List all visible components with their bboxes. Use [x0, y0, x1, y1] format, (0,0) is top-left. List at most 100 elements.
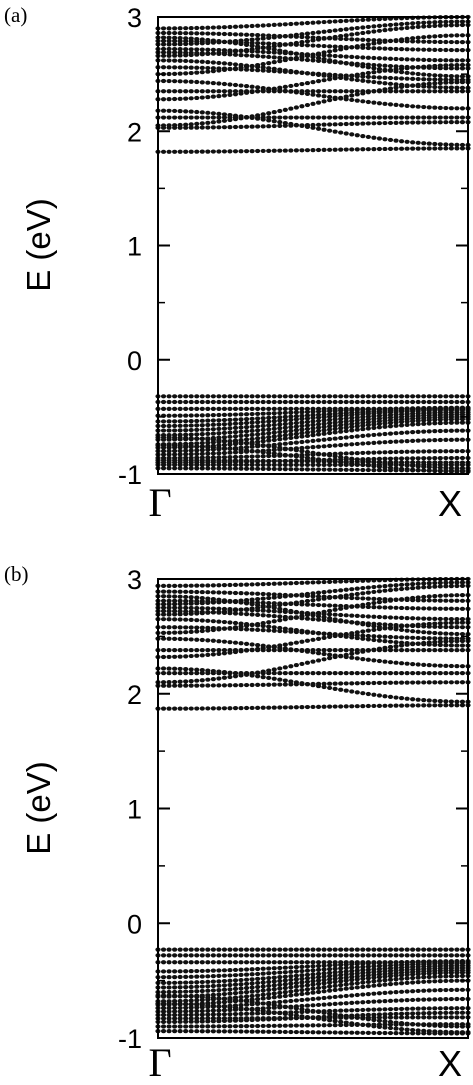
data-point: [282, 592, 288, 598]
data-point: [343, 579, 349, 584]
data-point: [288, 121, 294, 127]
data-point: [410, 697, 416, 702]
data-point: [454, 40, 460, 45]
data-point: [321, 424, 327, 430]
data-point: [260, 971, 266, 976]
data-point: [304, 433, 311, 438]
data-point: [299, 431, 305, 436]
data-point: [255, 947, 261, 952]
data-point: [310, 613, 316, 618]
data-point: [437, 1010, 443, 1016]
data-point: [338, 588, 344, 593]
data-point: [227, 89, 233, 94]
data-point: [266, 971, 272, 976]
data-point: [183, 630, 189, 635]
data-point: [426, 584, 432, 590]
data-point: [459, 58, 466, 63]
data-point: [304, 987, 311, 992]
data-point: [172, 46, 178, 52]
data-point: [371, 440, 377, 445]
data-point: [415, 988, 421, 994]
data-point: [410, 1006, 416, 1011]
data-point: [194, 1009, 200, 1014]
data-point: [421, 72, 427, 77]
data-point: [216, 149, 222, 154]
data-point: [177, 435, 183, 440]
data-point: [210, 590, 216, 595]
data-point: [304, 611, 311, 617]
data-point: [321, 963, 327, 968]
data-point: [188, 1005, 194, 1010]
data-point: [310, 438, 316, 443]
data-point: [177, 1009, 183, 1014]
data-point: [221, 683, 228, 688]
data-point: [382, 622, 388, 627]
data-point: [304, 148, 311, 153]
data-point: [255, 436, 261, 441]
data-point: [194, 50, 200, 56]
data-point: [371, 658, 377, 663]
data-point: [343, 413, 349, 418]
data-point: [376, 634, 383, 639]
data-point: [243, 953, 250, 958]
data-point: [365, 74, 371, 79]
data-point: [199, 979, 205, 985]
data-point: [293, 420, 299, 426]
data-point: [160, 625, 167, 630]
data-point: [160, 953, 167, 958]
data-point: [188, 998, 194, 1003]
data-point: [177, 89, 183, 94]
data-point: [437, 449, 443, 454]
data-point: [160, 617, 167, 622]
data-point: [443, 1015, 449, 1020]
data-point: [221, 115, 228, 120]
data-point: [282, 953, 288, 958]
data-point: [166, 1029, 172, 1034]
data-point: [188, 413, 194, 418]
data-point: [360, 671, 366, 676]
data-point: [432, 624, 438, 629]
data-point: [166, 602, 172, 607]
data-point: [360, 412, 366, 417]
data-point: [382, 56, 388, 61]
data-point: [255, 674, 261, 679]
data-point: [271, 987, 277, 992]
data-point: [349, 1000, 355, 1005]
x-tick-label-gamma: Γ: [148, 480, 171, 525]
data-point: [304, 31, 311, 36]
data-point: [160, 38, 167, 44]
data-point: [304, 1023, 311, 1028]
data-point: [437, 39, 443, 45]
data-point: [177, 1029, 183, 1034]
data-point: [271, 682, 277, 687]
data-point: [454, 420, 460, 425]
data-point: [260, 988, 266, 993]
data-point: [183, 998, 189, 1003]
data-point: [387, 394, 394, 399]
data-point: [282, 985, 288, 991]
data-point: [371, 637, 377, 643]
data-point: [188, 427, 194, 433]
data-point: [199, 444, 205, 449]
data-point: [432, 105, 438, 110]
data-point: [260, 675, 266, 680]
data-point: [393, 1015, 399, 1020]
data-point: [288, 399, 294, 405]
data-point: [387, 450, 394, 455]
data-point: [376, 614, 383, 620]
data-point: [360, 115, 366, 120]
data-point: [393, 115, 399, 120]
data-point: [410, 648, 416, 653]
data-point: [188, 47, 194, 52]
data-point: [415, 997, 421, 1002]
data-point: [443, 428, 449, 433]
data-point: [216, 406, 222, 411]
data-point: [238, 459, 244, 464]
data-point: [183, 122, 189, 127]
data-point: [327, 49, 333, 54]
data-point: [454, 580, 460, 585]
data-point: [199, 462, 205, 467]
data-point: [210, 974, 216, 979]
data-point: [172, 1012, 178, 1018]
data-point: [321, 57, 327, 62]
